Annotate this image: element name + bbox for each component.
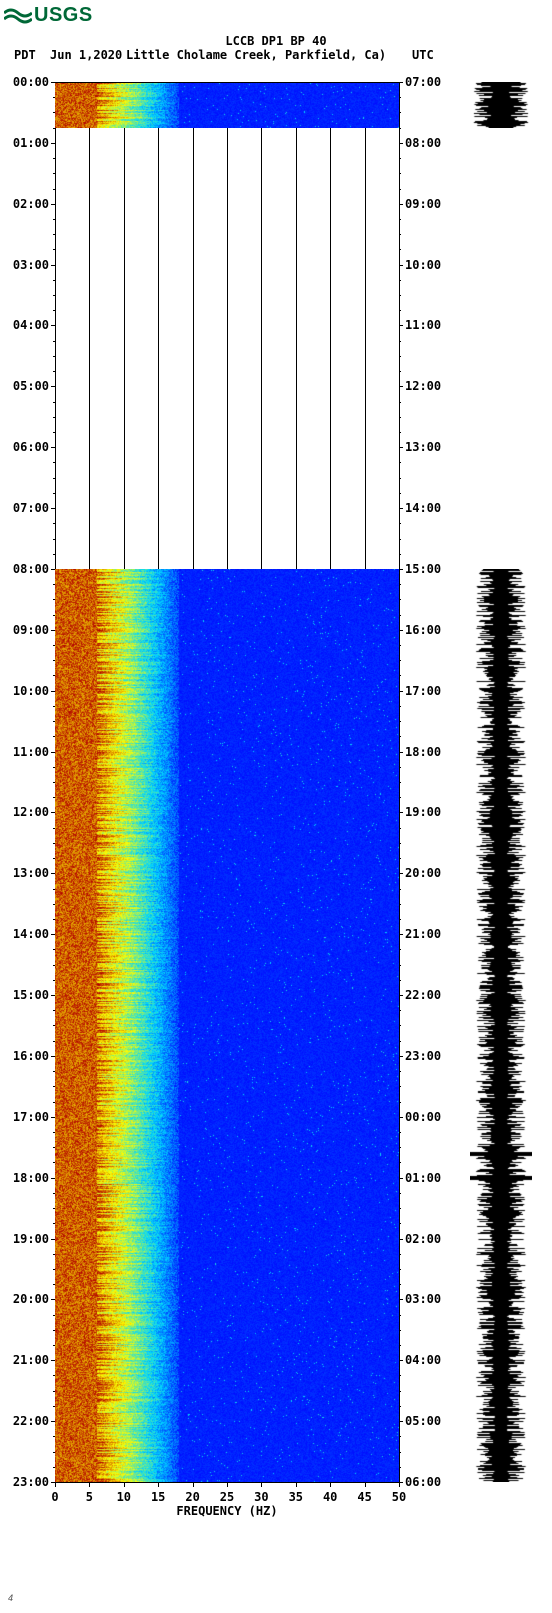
utc-hour-label: 03:00 bbox=[405, 1292, 441, 1306]
pdt-hour-label: 11:00 bbox=[13, 745, 49, 759]
pdt-hour-label: 17:00 bbox=[13, 1110, 49, 1124]
pdt-hour-label: 14:00 bbox=[13, 927, 49, 941]
utc-hour-label: 16:00 bbox=[405, 623, 441, 637]
pdt-hour-label: 23:00 bbox=[13, 1475, 49, 1489]
utc-hour-label: 17:00 bbox=[405, 684, 441, 698]
pdt-hour-label: 04:00 bbox=[13, 318, 49, 332]
utc-hour-label: 21:00 bbox=[405, 927, 441, 941]
pdt-hour-label: 06:00 bbox=[13, 440, 49, 454]
pdt-hour-label: 02:00 bbox=[13, 197, 49, 211]
pdt-hour-label: 20:00 bbox=[13, 1292, 49, 1306]
helicorder-segment bbox=[470, 82, 532, 128]
pdt-hour-label: 03:00 bbox=[13, 258, 49, 272]
pdt-hour-label: 09:00 bbox=[13, 623, 49, 637]
usgs-text: USGS bbox=[34, 4, 93, 27]
pdt-hour-label: 01:00 bbox=[13, 136, 49, 150]
utc-hour-label: 01:00 bbox=[405, 1171, 441, 1185]
xaxis-tick-label: 10 bbox=[117, 1490, 131, 1504]
utc-hour-label: 12:00 bbox=[405, 379, 441, 393]
xaxis-tick-label: 30 bbox=[254, 1490, 268, 1504]
utc-hour-label: 04:00 bbox=[405, 1353, 441, 1367]
helicorder-segment bbox=[470, 569, 532, 1482]
utc-hour-label: 20:00 bbox=[405, 866, 441, 880]
utc-hour-label: 02:00 bbox=[405, 1232, 441, 1246]
utc-hour-label: 18:00 bbox=[405, 745, 441, 759]
xaxis-tick-label: 5 bbox=[86, 1490, 93, 1504]
xaxis-tick-label: 40 bbox=[323, 1490, 337, 1504]
utc-hour-label: 15:00 bbox=[405, 562, 441, 576]
left-timezone-label: PDT bbox=[14, 48, 36, 62]
utc-hour-label: 23:00 bbox=[405, 1049, 441, 1063]
usgs-wave-icon bbox=[4, 7, 32, 25]
utc-hour-label: 06:00 bbox=[405, 1475, 441, 1489]
xaxis-tick-label: 50 bbox=[392, 1490, 406, 1504]
utc-hour-label: 19:00 bbox=[405, 805, 441, 819]
xaxis-tick-label: 25 bbox=[220, 1490, 234, 1504]
pdt-hour-label: 16:00 bbox=[13, 1049, 49, 1063]
right-timezone-label: UTC bbox=[412, 48, 434, 62]
utc-hour-label: 11:00 bbox=[405, 318, 441, 332]
pdt-hour-label: 21:00 bbox=[13, 1353, 49, 1367]
pdt-hour-label: 15:00 bbox=[13, 988, 49, 1002]
pdt-hour-label: 22:00 bbox=[13, 1414, 49, 1428]
pdt-hour-label: 00:00 bbox=[13, 75, 49, 89]
utc-hour-label: 10:00 bbox=[405, 258, 441, 272]
pdt-hour-label: 07:00 bbox=[13, 501, 49, 515]
signature-mark: 4 bbox=[8, 1594, 13, 1604]
utc-hour-label: 05:00 bbox=[405, 1414, 441, 1428]
xaxis-title: FREQUENCY (HZ) bbox=[55, 1504, 399, 1518]
helicorder-trace bbox=[470, 82, 532, 1482]
xaxis-tick-label: 45 bbox=[357, 1490, 371, 1504]
pdt-hour-label: 19:00 bbox=[13, 1232, 49, 1246]
pdt-hour-label: 10:00 bbox=[13, 684, 49, 698]
utc-hour-label: 13:00 bbox=[405, 440, 441, 454]
xaxis-tick-label: 35 bbox=[289, 1490, 303, 1504]
date-label: Jun 1,2020 bbox=[50, 48, 122, 62]
utc-hour-label: 14:00 bbox=[405, 501, 441, 515]
pdt-hour-label: 08:00 bbox=[13, 562, 49, 576]
utc-hour-label: 09:00 bbox=[405, 197, 441, 211]
utc-hour-label: 07:00 bbox=[405, 75, 441, 89]
spectrogram-segment bbox=[55, 82, 399, 128]
location-label: Little Cholame Creek, Parkfield, Ca) bbox=[126, 48, 406, 62]
xaxis-tick-label: 15 bbox=[151, 1490, 165, 1504]
xaxis-tick-label: 20 bbox=[185, 1490, 199, 1504]
utc-hour-label: 22:00 bbox=[405, 988, 441, 1002]
spectrogram-segment bbox=[55, 569, 399, 1482]
pdt-hour-label: 18:00 bbox=[13, 1171, 49, 1185]
spectrogram-plot: FREQUENCY (HZ) 0510152025303540455000:00… bbox=[55, 82, 399, 1482]
pdt-hour-label: 12:00 bbox=[13, 805, 49, 819]
xaxis-tick-label: 0 bbox=[51, 1490, 58, 1504]
usgs-logo: USGS bbox=[4, 4, 93, 27]
pdt-hour-label: 05:00 bbox=[13, 379, 49, 393]
utc-hour-label: 00:00 bbox=[405, 1110, 441, 1124]
chart-title: LCCB DP1 BP 40 bbox=[0, 34, 552, 48]
pdt-hour-label: 13:00 bbox=[13, 866, 49, 880]
utc-hour-label: 08:00 bbox=[405, 136, 441, 150]
